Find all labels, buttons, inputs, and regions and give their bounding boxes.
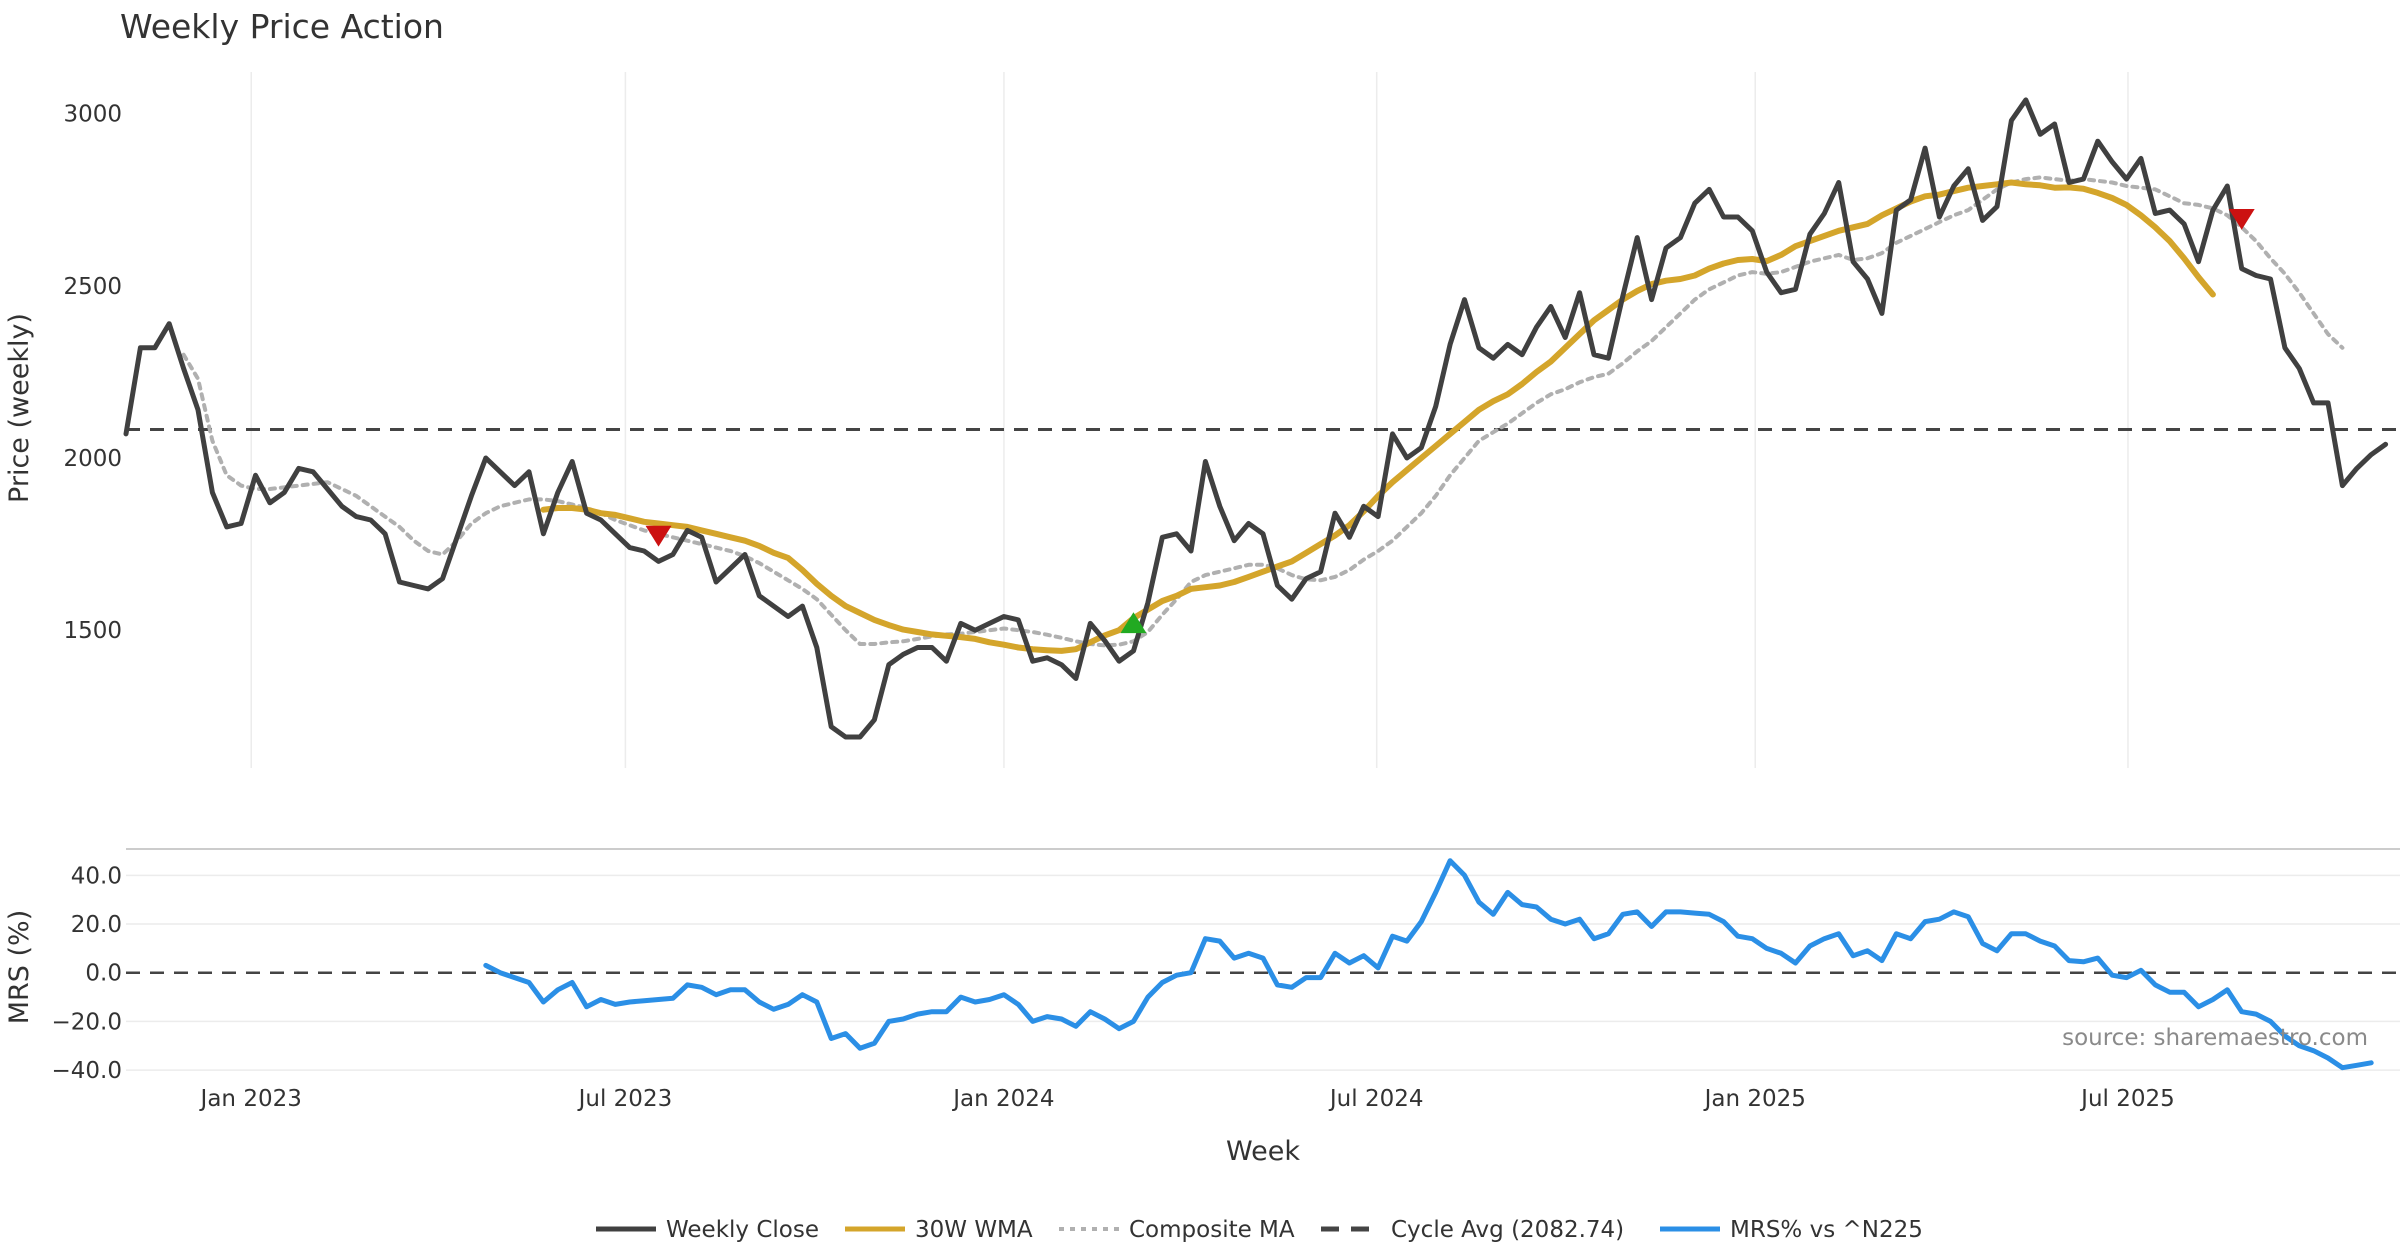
mrs-ytick-0: −40.0: [52, 1058, 122, 1084]
legend-item-weekly-close: Weekly Close: [596, 1217, 819, 1243]
price-ytick-2000: 2000: [63, 446, 122, 472]
mrs-series-group: [483, 858, 2374, 1071]
xtick-jul-2023: Jul 2023: [577, 1086, 673, 1112]
xtick-jan-2024: Jan 2024: [951, 1086, 1054, 1112]
signal-markers: [645, 208, 2255, 634]
price-y-axis-label: Price (weekly): [4, 313, 35, 503]
source-note: source: sharemaestro.com: [2062, 1025, 2368, 1051]
legend-item-composite-ma: Composite MA: [1059, 1217, 1295, 1243]
legend-item-30w-wma: 30W WMA: [845, 1217, 1033, 1243]
mrs-ytick-4: 40.0: [71, 863, 122, 889]
mrs-y-ticks: −40.0 −20.0 0.0 20.0 40.0: [52, 863, 122, 1084]
price-gridlines: [250, 72, 2129, 768]
legend-item-mrs-vs-n225: MRS% vs ^N225: [1660, 1217, 1923, 1243]
mrs-y-axis-label: MRS (%): [4, 910, 35, 1025]
mrs-ytick-3: 20.0: [71, 912, 122, 938]
price-panel: 1500 2000 2500 3000 Price (weekly): [4, 72, 2400, 768]
legend-label: MRS% vs ^N225: [1730, 1217, 1923, 1243]
chart-title: Weekly Price Action: [120, 7, 444, 46]
legend: Weekly Close 30W WMA Composite MA Cycle Avg…: [596, 1217, 1923, 1243]
mrs-panel: −40.0 −20.0 0.0 20.0 40.0 MRS (%) source: sh…: [4, 848, 2400, 1084]
mrs-ytick-1: −20.0: [52, 1009, 122, 1035]
mrs-gridlines: [126, 874, 2400, 1071]
price-ytick-2500: 2500: [63, 274, 122, 300]
legend-label: Weekly Close: [666, 1217, 819, 1243]
legend-label: Cycle Avg (2082.74): [1391, 1217, 1624, 1243]
legend-label: Composite MA: [1129, 1217, 1295, 1243]
x-axis-ticks: Jan 2023 Jul 2023 Jan 2024 Jul 2024 Jan 2025…: [199, 1086, 2175, 1112]
series-weekly-close: [123, 97, 2389, 740]
price-ytick-3000: 3000: [63, 102, 122, 128]
buy-signal-marker-2: [1120, 612, 1147, 634]
price-y-ticks: 1500 2000 2500 3000: [63, 102, 122, 645]
xtick-jul-2024: Jul 2024: [1328, 1086, 1424, 1112]
xtick-jul-2025: Jul 2025: [2079, 1086, 2175, 1112]
xtick-jan-2023: Jan 2023: [199, 1086, 302, 1112]
series-mrs-vs-n225: [483, 858, 2374, 1071]
sell-signal-marker-1: [645, 525, 672, 547]
price-ytick-1500: 1500: [63, 618, 122, 644]
sell-signal-marker-3: [2228, 208, 2255, 230]
legend-label: 30W WMA: [915, 1217, 1033, 1243]
legend-item-cycle-avg-2082-74: Cycle Avg (2082.74): [1321, 1217, 1624, 1243]
price-series-group: [123, 97, 2389, 740]
x-axis-label: Week: [1226, 1136, 1300, 1167]
xtick-jan-2025: Jan 2025: [1703, 1086, 1806, 1112]
series-composite-ma: [181, 175, 2345, 648]
mrs-ytick-2: 0.0: [85, 961, 122, 987]
